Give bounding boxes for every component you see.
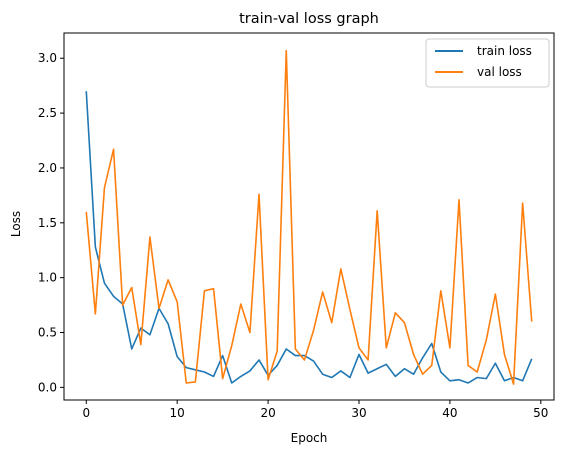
- legend-label-val-loss: val loss: [477, 65, 522, 79]
- y-tick-label: 2.0: [38, 161, 57, 175]
- series-line-train-loss: [85, 91, 533, 384]
- x-tick-label: 50: [533, 406, 548, 420]
- y-tick-label: 1.5: [38, 216, 57, 230]
- chart-title: train-val loss graph: [239, 11, 379, 27]
- x-tick-label: 40: [442, 406, 457, 420]
- y-tick-label: 1.0: [38, 271, 57, 285]
- y-axis-ticks: 0.0 0.5 1.0 1.5 2.0 2.5 3.0: [38, 51, 64, 394]
- plot-series: [85, 49, 533, 385]
- plot-frame: [63, 32, 555, 401]
- x-tick-label: 30: [351, 406, 366, 420]
- x-tick-label: 20: [260, 406, 275, 420]
- series-line-val-loss: [85, 49, 533, 385]
- x-axis-label: Epoch: [291, 431, 328, 445]
- x-axis-ticks: 0 10 20 30 40 50: [82, 400, 548, 420]
- y-tick-label: 0.5: [38, 326, 57, 340]
- y-axis-label: Loss: [9, 211, 23, 237]
- y-tick-label: 0.0: [38, 380, 57, 394]
- y-tick-label: 2.5: [38, 106, 57, 120]
- y-tick-label: 3.0: [38, 51, 57, 65]
- x-tick-label: 10: [170, 406, 185, 420]
- legend: train loss val loss: [425, 38, 550, 88]
- legend-label-train-loss: train loss: [477, 44, 532, 58]
- x-tick-label: 0: [82, 406, 90, 420]
